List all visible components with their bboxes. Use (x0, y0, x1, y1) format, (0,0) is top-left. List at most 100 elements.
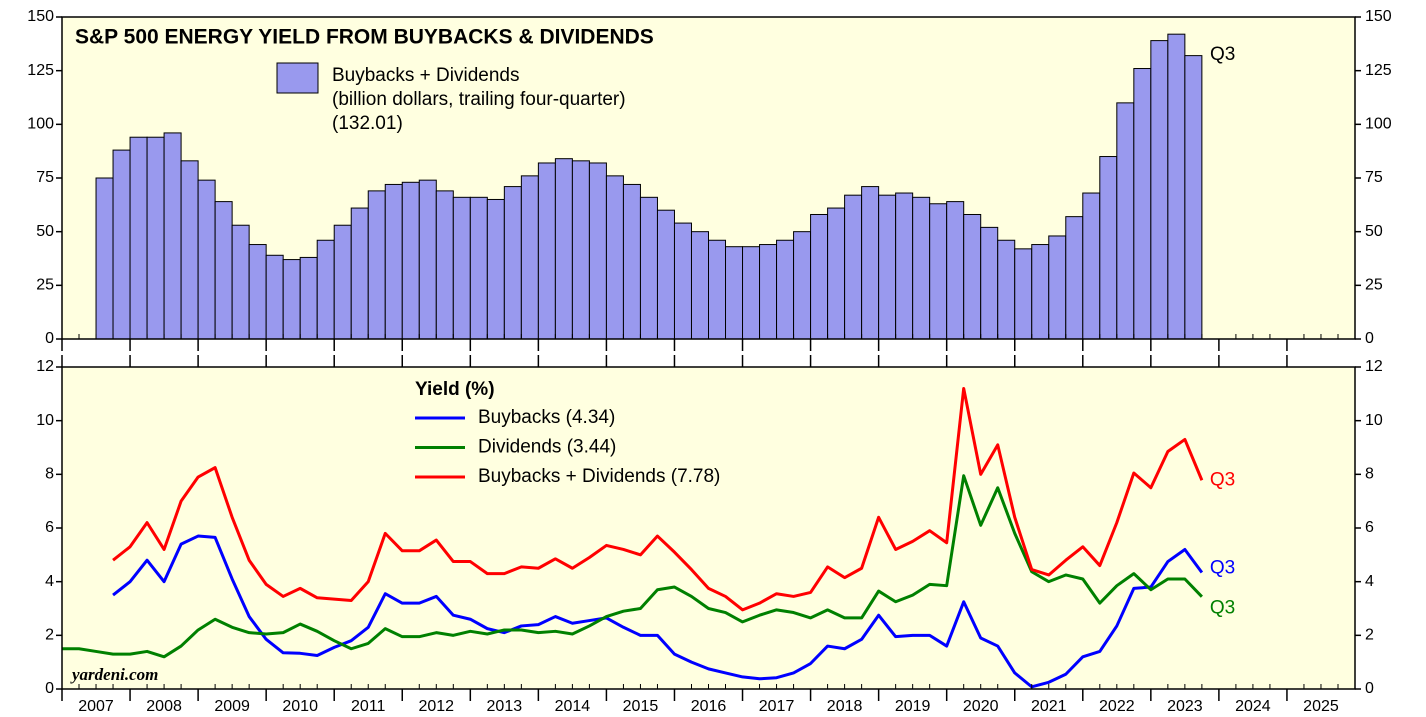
bar (554, 158, 573, 340)
x-tick-label: 2021 (1031, 698, 1067, 715)
x-tick-label: 2022 (1099, 698, 1135, 715)
y2-tick-label: 50 (1365, 223, 1383, 240)
bar (367, 190, 386, 340)
bar (878, 194, 897, 340)
y-tick-label: 4 (45, 573, 54, 590)
end-label: Q3 (1210, 598, 1235, 619)
bar (469, 196, 488, 340)
x-tick-label: 2011 (351, 698, 386, 715)
x-tick-label: 2013 (487, 698, 523, 715)
bar (742, 246, 761, 340)
y-tick-label: 8 (45, 466, 54, 483)
bar (895, 192, 914, 340)
bar (299, 256, 318, 340)
y2-tick-label: 25 (1365, 277, 1383, 294)
bar (1184, 55, 1203, 340)
bar (1150, 40, 1169, 340)
bar (810, 213, 829, 340)
y-tick-label: 2 (45, 627, 54, 644)
bar (1099, 156, 1118, 340)
bar (146, 136, 165, 340)
source: yardeni.com (70, 665, 158, 684)
bar (486, 198, 505, 340)
series-line (112, 534, 1204, 689)
legend-swatch (276, 62, 319, 94)
end-label: Q3 (1210, 558, 1235, 579)
bar (1167, 33, 1186, 340)
x-tick-label: 2024 (1235, 698, 1271, 715)
x-tick-label: 2017 (759, 698, 795, 715)
legend-text: Buybacks + Dividends (332, 65, 519, 86)
y2-tick-label: 100 (1365, 116, 1392, 133)
bar (793, 231, 812, 340)
x-tick-label: 2019 (895, 698, 931, 715)
annotation: Q3 (1210, 44, 1235, 65)
bar (622, 183, 641, 340)
y2-tick-label: 10 (1365, 412, 1383, 429)
bar (503, 186, 522, 340)
bar (571, 160, 590, 340)
legend-text: Buybacks (4.34) (478, 407, 615, 428)
bar (759, 244, 778, 340)
y-tick-label: 12 (36, 358, 54, 375)
y-tick-label: 10 (36, 412, 54, 429)
y-tick-label: 25 (36, 277, 54, 294)
y2-tick-label: 6 (1365, 519, 1374, 536)
bar (861, 186, 880, 340)
bar (605, 175, 624, 340)
bar (912, 196, 931, 340)
bar (656, 209, 675, 340)
bar (588, 162, 607, 340)
bar (214, 201, 233, 340)
y-tick-label: 50 (36, 223, 54, 240)
legend-text: Buybacks + Dividends (7.78) (478, 466, 720, 487)
bar (946, 201, 965, 340)
bar (435, 190, 454, 340)
y2-tick-label: 2 (1365, 627, 1374, 644)
bar (1048, 235, 1067, 340)
x-tick-label: 2023 (1167, 698, 1203, 715)
y2-tick-label: 0 (1365, 330, 1374, 347)
bar (690, 231, 709, 340)
bar (265, 254, 284, 340)
y-tick-label: 125 (27, 62, 54, 79)
bar (1133, 68, 1152, 340)
bar (95, 177, 114, 340)
bar (1031, 244, 1050, 340)
y-tick-label: 150 (27, 8, 54, 25)
bar (725, 246, 744, 340)
bar (418, 179, 437, 340)
bar (452, 196, 471, 340)
bar (1065, 216, 1084, 340)
bar (980, 226, 999, 340)
y2-tick-label: 0 (1365, 680, 1374, 697)
bar (112, 149, 131, 340)
y2-tick-label: 150 (1365, 8, 1392, 25)
x-tick-label: 2015 (623, 698, 659, 715)
bar (639, 196, 658, 340)
bar (282, 259, 301, 340)
series-line (62, 474, 1203, 659)
x-tick-label: 2007 (78, 698, 114, 715)
bar (333, 224, 352, 340)
bar (1082, 192, 1101, 340)
bar (963, 213, 982, 340)
bar (129, 136, 148, 340)
series-line (112, 386, 1204, 612)
bar (231, 224, 250, 340)
bar (316, 239, 335, 340)
x-tick-label: 2012 (418, 698, 454, 715)
bar (180, 160, 199, 340)
bar (673, 222, 692, 340)
x-tick-label: 2014 (555, 698, 591, 715)
bar (163, 132, 182, 340)
x-tick-label: 2016 (691, 698, 727, 715)
legend-title: Yield (%) (415, 379, 495, 400)
x-tick-label: 2025 (1303, 698, 1339, 715)
y2-tick-label: 12 (1365, 358, 1383, 375)
bar (350, 207, 369, 340)
bar (537, 162, 556, 340)
legend-text: Dividends (3.44) (478, 437, 616, 458)
plot-area-bottom (62, 367, 1355, 689)
